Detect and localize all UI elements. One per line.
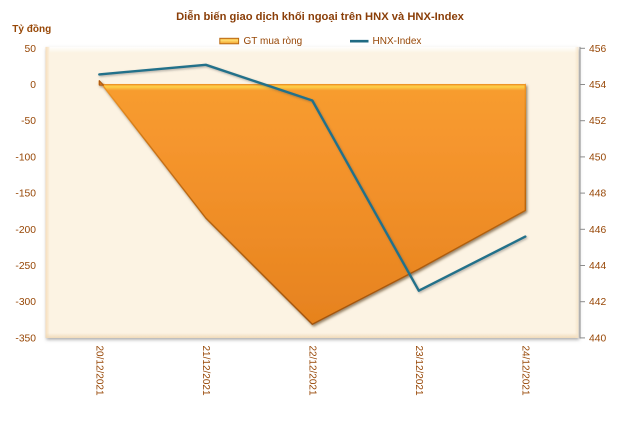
svg-text:448: 448 (589, 189, 606, 200)
svg-text:-100: -100 (15, 152, 36, 163)
svg-text:-350: -350 (15, 333, 36, 344)
svg-text:HNX-Index: HNX-Index (373, 36, 422, 47)
svg-text:452: 452 (589, 116, 606, 127)
svg-text:-50: -50 (21, 116, 36, 127)
svg-text:-300: -300 (15, 297, 36, 308)
svg-text:50: 50 (25, 44, 37, 55)
svg-text:440: 440 (589, 333, 606, 344)
svg-text:446: 446 (589, 225, 606, 236)
svg-text:456: 456 (589, 44, 606, 55)
svg-text:21/12/2021: 21/12/2021 (200, 346, 211, 396)
svg-text:24/12/2021: 24/12/2021 (520, 346, 531, 396)
svg-text:GT mua ròng: GT mua ròng (244, 36, 303, 47)
svg-text:0: 0 (30, 80, 36, 91)
svg-text:22/12/2021: 22/12/2021 (307, 346, 318, 396)
svg-text:23/12/2021: 23/12/2021 (413, 346, 424, 396)
svg-text:454: 454 (589, 80, 606, 91)
svg-text:-250: -250 (15, 261, 36, 272)
svg-text:450: 450 (589, 152, 606, 163)
svg-text:Diễn biến giao dịch khối ngoại: Diễn biến giao dịch khối ngoại trên HNX … (176, 10, 465, 23)
svg-text:Tỷ đồng: Tỷ đồng (12, 23, 51, 35)
svg-text:444: 444 (589, 261, 606, 272)
svg-text:-150: -150 (15, 189, 36, 200)
svg-text:-200: -200 (15, 225, 36, 236)
svg-text:20/12/2021: 20/12/2021 (94, 346, 105, 396)
svg-text:442: 442 (589, 297, 606, 308)
